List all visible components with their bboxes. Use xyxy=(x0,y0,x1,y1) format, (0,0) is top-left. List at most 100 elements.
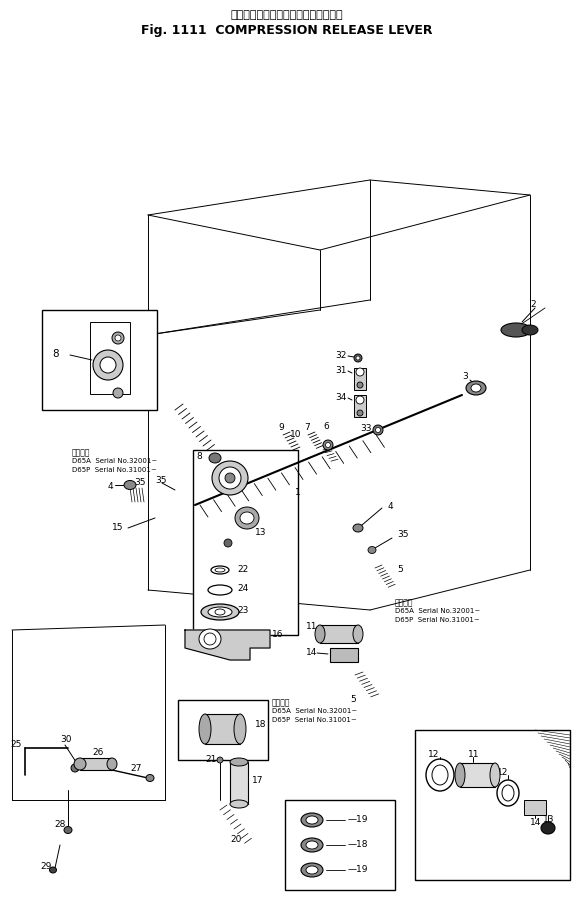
Ellipse shape xyxy=(224,539,232,547)
Bar xyxy=(330,648,358,662)
Text: 4: 4 xyxy=(108,482,114,491)
Text: Fig. 1111  COMPRESSION RELEASE LEVER: Fig. 1111 COMPRESSION RELEASE LEVER xyxy=(141,24,433,37)
Ellipse shape xyxy=(74,758,86,770)
Text: 28: 28 xyxy=(54,820,66,829)
Ellipse shape xyxy=(225,473,235,483)
Text: 適用号等: 適用号等 xyxy=(395,598,413,607)
Ellipse shape xyxy=(234,714,246,744)
Ellipse shape xyxy=(301,838,323,852)
Ellipse shape xyxy=(357,382,363,388)
Text: D65A  Serial No.32001~: D65A Serial No.32001~ xyxy=(272,708,357,714)
Ellipse shape xyxy=(208,607,232,617)
Bar xyxy=(460,763,495,787)
Ellipse shape xyxy=(209,453,221,463)
Text: 35: 35 xyxy=(155,476,167,485)
Text: 17: 17 xyxy=(252,776,263,785)
Text: D65P  Serial No.31001~: D65P Serial No.31001~ xyxy=(395,617,480,623)
Text: 1: 1 xyxy=(295,488,301,497)
Ellipse shape xyxy=(455,763,465,787)
Text: 9: 9 xyxy=(278,423,283,432)
Text: 35: 35 xyxy=(397,530,408,539)
Text: 10: 10 xyxy=(290,430,301,439)
Ellipse shape xyxy=(201,604,239,620)
Text: —18: —18 xyxy=(348,840,369,849)
Ellipse shape xyxy=(315,625,325,643)
Text: 23: 23 xyxy=(237,606,248,615)
Text: 7: 7 xyxy=(304,423,310,432)
Ellipse shape xyxy=(64,826,72,833)
Bar xyxy=(42,310,157,410)
Ellipse shape xyxy=(146,775,154,781)
Ellipse shape xyxy=(93,350,123,380)
Ellipse shape xyxy=(115,335,121,341)
Text: 21: 21 xyxy=(205,755,216,764)
Text: —19: —19 xyxy=(348,865,369,874)
Bar xyxy=(354,395,366,417)
Text: 6: 6 xyxy=(323,422,329,431)
Ellipse shape xyxy=(199,629,221,649)
Text: 3: 3 xyxy=(462,372,467,381)
Polygon shape xyxy=(185,630,270,660)
Text: 27: 27 xyxy=(130,764,141,773)
Ellipse shape xyxy=(113,388,123,398)
Text: D65P  Serial No.31001~: D65P Serial No.31001~ xyxy=(72,467,157,473)
Bar xyxy=(320,625,358,643)
Ellipse shape xyxy=(354,354,362,362)
Text: 32: 32 xyxy=(335,351,346,360)
Text: 14: 14 xyxy=(306,648,317,657)
Ellipse shape xyxy=(522,325,538,335)
Text: 35: 35 xyxy=(134,478,145,487)
Text: 5: 5 xyxy=(397,565,402,574)
Text: 22: 22 xyxy=(237,565,248,574)
Bar xyxy=(90,322,130,394)
Ellipse shape xyxy=(107,758,117,770)
Text: 26: 26 xyxy=(92,748,104,757)
Ellipse shape xyxy=(466,381,486,395)
Text: 2: 2 xyxy=(530,300,536,309)
Bar xyxy=(415,730,570,880)
Bar xyxy=(285,800,395,890)
Text: 12: 12 xyxy=(428,750,439,759)
Text: 適用号等: 適用号等 xyxy=(72,448,90,457)
Text: 20: 20 xyxy=(230,835,241,844)
Ellipse shape xyxy=(323,440,333,450)
Ellipse shape xyxy=(306,841,318,849)
Ellipse shape xyxy=(212,461,248,495)
Text: 11: 11 xyxy=(468,750,480,759)
Ellipse shape xyxy=(541,822,555,834)
Ellipse shape xyxy=(356,356,360,360)
Ellipse shape xyxy=(471,384,481,392)
Bar xyxy=(178,700,268,760)
Text: 4: 4 xyxy=(388,502,394,511)
Bar xyxy=(80,758,112,770)
Text: D65P  Serial No.31001~: D65P Serial No.31001~ xyxy=(272,717,356,723)
Text: 13: 13 xyxy=(543,815,554,824)
Bar xyxy=(230,762,248,804)
Ellipse shape xyxy=(501,323,531,337)
Ellipse shape xyxy=(230,800,248,808)
Ellipse shape xyxy=(240,512,254,524)
Text: 8: 8 xyxy=(196,452,202,461)
Ellipse shape xyxy=(217,757,223,763)
Text: 30: 30 xyxy=(60,735,71,744)
Text: 24: 24 xyxy=(237,584,248,593)
Ellipse shape xyxy=(100,357,116,373)
Text: 15: 15 xyxy=(112,523,124,532)
Text: 31: 31 xyxy=(335,366,347,375)
Ellipse shape xyxy=(71,764,79,772)
Bar xyxy=(193,450,298,635)
Text: 16: 16 xyxy=(272,630,283,639)
Ellipse shape xyxy=(49,867,56,873)
Text: 8: 8 xyxy=(52,349,59,359)
Text: 29: 29 xyxy=(40,862,51,871)
Ellipse shape xyxy=(306,816,318,824)
Ellipse shape xyxy=(301,863,323,877)
Text: 13: 13 xyxy=(255,528,266,537)
Ellipse shape xyxy=(368,547,376,553)
Ellipse shape xyxy=(230,758,248,766)
Ellipse shape xyxy=(235,507,259,529)
Text: 34: 34 xyxy=(335,393,346,402)
Ellipse shape xyxy=(112,332,124,344)
Bar xyxy=(354,368,366,390)
Text: 適用号等: 適用号等 xyxy=(272,698,290,707)
